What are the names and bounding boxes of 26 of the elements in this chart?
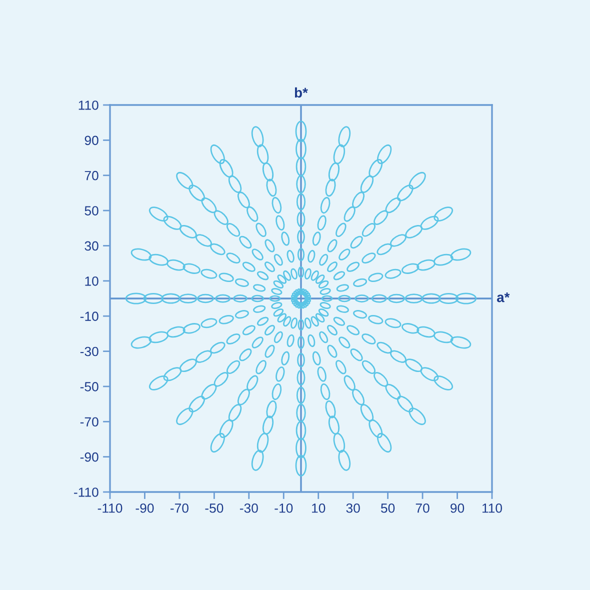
y-tick-label: -70 xyxy=(80,417,98,427)
x-tick-label: -110 xyxy=(98,503,122,513)
x-tick-label: 30 xyxy=(346,503,360,513)
y-tick-label: -90 xyxy=(80,452,98,462)
x-tick-label: 90 xyxy=(450,503,464,513)
y-tick-label: 50 xyxy=(84,206,98,216)
x-tick-label: 110 xyxy=(482,503,502,513)
x-tick-label: -50 xyxy=(205,503,224,513)
y-tick-label: 30 xyxy=(84,241,98,251)
y-tick-label: -10 xyxy=(80,312,98,321)
y-tick-label: 110 xyxy=(78,100,98,110)
y-tick-label: 70 xyxy=(84,170,98,180)
x-tick-label: 50 xyxy=(381,503,395,513)
x-tick-label: -30 xyxy=(240,503,258,513)
x-tick-label: -10 xyxy=(274,503,293,513)
x-tick-label: 10 xyxy=(312,503,326,513)
ref-line-label: a* xyxy=(496,292,510,302)
x-tick-label: -70 xyxy=(170,503,188,513)
x-tick-label: -90 xyxy=(136,503,154,513)
y-tick-label: 10 xyxy=(85,276,98,286)
ref-line-label: b* xyxy=(294,87,308,98)
x-tick-label: 70 xyxy=(416,503,430,513)
y-tick-label: -30 xyxy=(80,346,98,356)
y-tick-label: -50 xyxy=(80,382,98,392)
y-tick-label: -110 xyxy=(74,488,98,497)
y-tick-label: 90 xyxy=(84,136,98,146)
